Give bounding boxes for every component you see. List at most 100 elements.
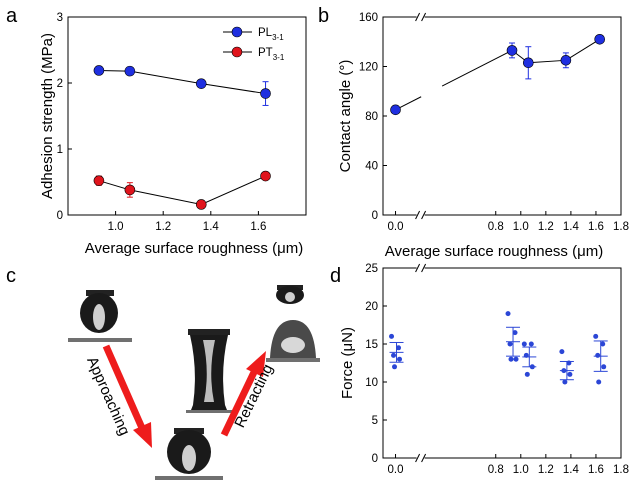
data-point-pt: [93, 175, 105, 186]
chart-d-xtick-label: 1.6: [588, 464, 604, 476]
chart-b-ytick-label: 160: [359, 12, 378, 24]
chart-d-axis-break-gap: [416, 455, 425, 461]
legend-marker-pl: [231, 26, 243, 38]
force-data-point: [512, 330, 518, 336]
force-data-point: [524, 371, 530, 377]
chart-b-axis-break-mark: [421, 12, 427, 22]
chart-b-axis-break-mark: [415, 210, 421, 220]
chart-d-series: [389, 311, 608, 385]
panel-label-a: a: [6, 5, 18, 27]
chart-d-ytick-label: 5: [372, 415, 378, 427]
force-data-point: [397, 356, 403, 362]
series-line-segment: [528, 59, 566, 64]
chart-b-xtick-label: 1.6: [588, 221, 604, 233]
arrow-head: [246, 351, 266, 377]
chart-d-ylabel: Force (μN): [339, 327, 356, 399]
chart-a-ytick-label: 1: [57, 144, 63, 156]
chart-a-xtick-label: 1.2: [155, 221, 171, 233]
chart-d-xtick-label: 0.0: [388, 464, 404, 476]
chart-d-ytick-label: 0: [372, 453, 378, 465]
force-data-point: [523, 352, 529, 358]
chart-a-xtick-label: 1.6: [250, 221, 266, 233]
force-data-point: [396, 345, 402, 351]
chart-b-frame: [382, 16, 622, 216]
substrate-line: [68, 338, 132, 342]
chart-b-xlabel: Average surface roughness (μm): [385, 243, 603, 260]
series-line-pl: [98, 69, 266, 95]
chart-b-xtick-label: 1.0: [513, 221, 529, 233]
chart-d-ytick-label: 20: [365, 301, 378, 313]
force-data-point: [600, 341, 606, 347]
panel-label-b: b: [318, 5, 329, 27]
chart-a-frame: [67, 16, 307, 216]
chart-b-ytick-label: 0: [372, 210, 378, 222]
force-data-point: [601, 364, 607, 370]
force-data-point: [561, 368, 567, 374]
force-data-point: [529, 364, 535, 370]
panel-label-c: c: [6, 265, 16, 287]
force-data-point: [567, 371, 573, 377]
arrow-shaft: [102, 344, 146, 430]
data-point-pl: [260, 88, 271, 99]
force-data-point: [389, 333, 395, 339]
chart-a-ytick-label: 2: [57, 78, 63, 90]
bridge-highlight: [203, 340, 215, 402]
chart-b-xtick-label: 1.4: [563, 221, 580, 233]
data-point: [560, 55, 572, 66]
droplet-highlight: [182, 445, 196, 471]
chart-b-axis-break-mark: [415, 12, 421, 22]
chart-a-legend: PL3-1 PT3-1: [223, 26, 285, 62]
force-data-point: [505, 311, 511, 317]
data-point: [594, 33, 606, 45]
chart-a-ylabel: Adhesion strength (MPa): [39, 33, 56, 199]
chart-b: 0 40 80 120 160 0.0 0.8 1.0 1.2 1.4 1.6 1.8 Contact…: [337, 12, 629, 260]
droplet-photo-residual: [266, 320, 320, 362]
retracting-arrow: [220, 351, 266, 437]
series-line-segment: [441, 49, 513, 87]
droplet-highlight: [93, 304, 105, 330]
chart-d-xtick-label: 1.4: [563, 464, 580, 476]
chart-d: 0 5 10 15 20 25 0.0 0.8 1.0 1.2 1.4 1.6 1.8 Force (μ…: [339, 263, 629, 476]
chart-d-axis-break-mark: [421, 263, 427, 273]
droplet-photo-initial: [68, 290, 132, 342]
chart-b-ytick-label: 120: [359, 62, 378, 74]
legend-name-pt: PT: [258, 47, 273, 59]
legend-name-pl: PL: [258, 27, 273, 39]
data-point: [506, 45, 518, 56]
chart-d-axis-break-gap: [416, 265, 425, 271]
force-data-point: [595, 352, 601, 358]
data-point: [523, 57, 534, 69]
substrate-line: [266, 358, 320, 362]
force-data-point: [562, 379, 568, 385]
force-data-point: [528, 341, 534, 347]
arrow-shaft: [220, 366, 260, 437]
chart-d-xtick-label: 0.8: [488, 464, 504, 476]
chart-b-xtick-label: 1.2: [538, 221, 554, 233]
chart-d-frame: [382, 267, 622, 459]
chart-d-xtick-label: 1.8: [613, 464, 629, 476]
substrate-line: [186, 410, 232, 413]
chart-a-ytick-label: 0: [57, 210, 63, 222]
chart-d-axis-break-mark: [415, 263, 421, 273]
chart-b-axis-break-mark: [421, 210, 427, 220]
data-point-pl: [124, 65, 136, 77]
chart-b-ytick-label: 40: [365, 161, 378, 173]
chart-b-axis-break-gap: [416, 14, 425, 20]
series-line-pt: [98, 175, 266, 205]
chart-a-xtick-label: 1.0: [108, 221, 124, 233]
substrate-line: [155, 476, 223, 480]
chart-b-xtick-label: 0.8: [488, 221, 504, 233]
data-point-pl: [93, 65, 105, 76]
droplet-photo-detached: [276, 285, 304, 304]
chart-d-xtick-label: 1.2: [538, 464, 554, 476]
force-data-point: [507, 341, 513, 347]
chart-a-xlabel: Average surface roughness (μm): [85, 240, 303, 257]
force-data-point: [513, 356, 519, 362]
chart-b-xtick-label: 0.0: [388, 221, 404, 233]
force-data-point: [392, 364, 398, 370]
data-point-pl: [195, 78, 207, 89]
data-point-pt: [124, 184, 136, 196]
force-data-point: [566, 360, 572, 366]
chart-d-ytick-label: 10: [365, 377, 378, 389]
